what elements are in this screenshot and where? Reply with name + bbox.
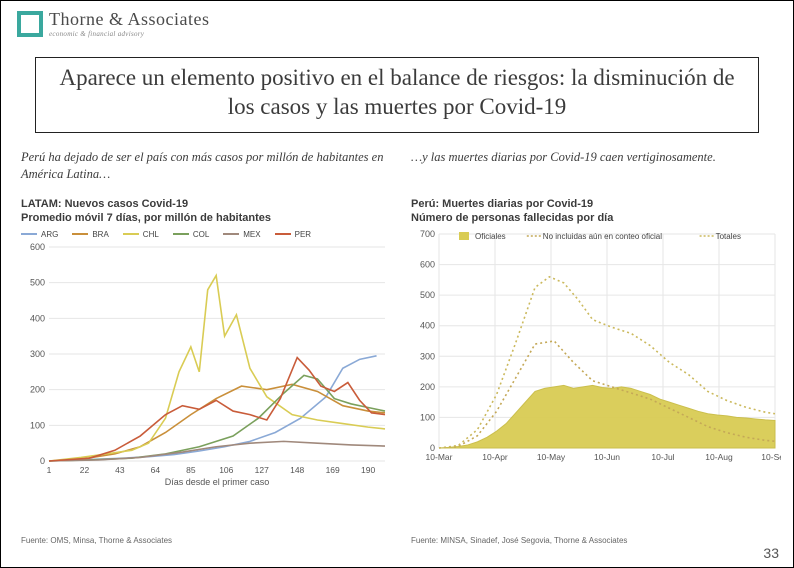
- svg-text:64: 64: [151, 465, 161, 475]
- svg-text:22: 22: [80, 465, 90, 475]
- right-source: Fuente: MINSA, Sinadef, José Segovia, Th…: [411, 536, 627, 545]
- right-panel: …y las muertes diarias por Covid-19 caen…: [411, 149, 781, 478]
- svg-text:Oficiales: Oficiales: [475, 232, 506, 241]
- right-subtitle: Perú: Muertes diarias por Covid-19Número…: [411, 197, 781, 226]
- right-chart: 010020030040050060070010-Mar10-Apr10-May…: [411, 228, 781, 478]
- svg-text:500: 500: [30, 277, 45, 287]
- brand-logo: Thorne & Associates economic & financial…: [17, 9, 209, 38]
- left-subtitle: LATAM: Nuevos casos Covid-19Promedio móv…: [21, 197, 391, 226]
- svg-text:Totales: Totales: [716, 232, 741, 241]
- logo-tagline: economic & financial advisory: [49, 30, 209, 38]
- svg-text:300: 300: [420, 351, 435, 361]
- svg-text:600: 600: [30, 242, 45, 252]
- left-intro: Perú ha dejado de ser el país con más ca…: [21, 149, 391, 185]
- svg-text:10-Mar: 10-Mar: [426, 452, 453, 462]
- svg-text:10-Apr: 10-Apr: [482, 452, 508, 462]
- right-intro: …y las muertes diarias por Covid-19 caen…: [411, 149, 781, 185]
- logo-mark-icon: [17, 11, 43, 37]
- svg-text:0: 0: [40, 456, 45, 466]
- logo-company: Thorne & Associates: [49, 9, 209, 30]
- svg-text:1: 1: [47, 465, 52, 475]
- left-source: Fuente: OMS, Minsa, Thorne & Associates: [21, 536, 172, 545]
- svg-text:10-Jun: 10-Jun: [594, 452, 620, 462]
- legend-item: MEX: [223, 230, 260, 239]
- left-legend: ARG BRA CHL COL MEX PER: [21, 230, 391, 239]
- right-chart-svg: 010020030040050060070010-Mar10-Apr10-May…: [411, 228, 781, 478]
- svg-text:10-May: 10-May: [537, 452, 566, 462]
- page-number: 33: [763, 545, 779, 561]
- svg-text:148: 148: [290, 465, 304, 475]
- svg-text:No incluidas aún en conteo ofi: No incluidas aún en conteo oficial: [543, 232, 662, 241]
- legend-item: BRA: [72, 230, 108, 239]
- slide-title: Aparece un elemento positivo en el balan…: [46, 64, 748, 122]
- svg-text:10-Aug: 10-Aug: [705, 452, 733, 462]
- svg-text:169: 169: [326, 465, 340, 475]
- svg-text:200: 200: [30, 384, 45, 394]
- svg-text:100: 100: [30, 420, 45, 430]
- slide-title-box: Aparece un elemento positivo en el balan…: [35, 57, 759, 133]
- svg-text:190: 190: [361, 465, 375, 475]
- svg-text:43: 43: [115, 465, 125, 475]
- legend-item: ARG: [21, 230, 58, 239]
- svg-text:127: 127: [255, 465, 269, 475]
- legend-item: COL: [173, 230, 209, 239]
- svg-text:10-Sep: 10-Sep: [761, 452, 781, 462]
- svg-text:700: 700: [420, 229, 435, 239]
- legend-item: CHL: [123, 230, 159, 239]
- svg-text:400: 400: [30, 313, 45, 323]
- left-chart: 0 100 200 300 400 500 600 1 22 43 64 85 106 127 148 169…: [21, 241, 391, 491]
- svg-text:500: 500: [420, 290, 435, 300]
- svg-text:106: 106: [219, 465, 233, 475]
- svg-text:300: 300: [30, 349, 45, 359]
- svg-text:100: 100: [420, 412, 435, 422]
- svg-text:Días desde el primer caso: Días desde el primer caso: [165, 477, 270, 487]
- svg-text:400: 400: [420, 320, 435, 330]
- svg-text:200: 200: [420, 381, 435, 391]
- left-chart-svg: 0 100 200 300 400 500 600 1 22 43 64 85 106 127 148 169…: [21, 241, 391, 491]
- left-panel: Perú ha dejado de ser el país con más ca…: [21, 149, 391, 491]
- svg-text:10-Jul: 10-Jul: [651, 452, 674, 462]
- legend-item: PER: [275, 230, 311, 239]
- svg-text:600: 600: [420, 259, 435, 269]
- svg-text:85: 85: [186, 465, 196, 475]
